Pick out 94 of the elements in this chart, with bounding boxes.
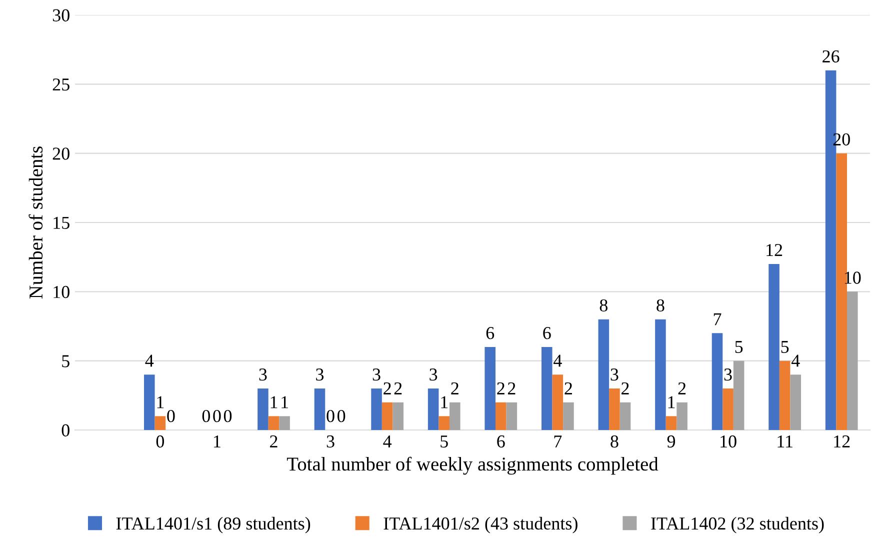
bar [655,319,666,430]
data-label: 7 [714,313,722,326]
x-tick-label: 10 [720,435,736,448]
bar [733,360,744,430]
data-label: 1 [441,396,448,408]
bar [506,402,518,430]
bar [144,374,155,430]
y-tick-label: 10 [54,286,70,298]
x-tick-label: 12 [834,435,850,448]
data-label: 2 [384,382,391,394]
bar [676,402,688,430]
data-label: 2 [451,382,458,394]
data-label: 8 [600,299,608,312]
data-label: 3 [610,368,618,381]
bar [154,416,166,430]
bar [563,402,574,430]
bar [712,333,723,430]
bar [847,292,858,430]
data-label: 1 [282,396,288,408]
data-label: 0 [213,410,221,422]
data-label: 2 [394,382,402,394]
data-label: 4 [145,354,154,367]
data-label: 26 [822,50,840,62]
x-tick-label: 6 [497,435,505,448]
bar [768,264,780,430]
x-tick-label: 3 [326,435,334,448]
data-label: 2 [678,382,686,394]
bar [552,374,564,430]
data-label: 3 [430,368,438,381]
data-label: 5 [781,341,789,353]
bar [496,402,506,430]
bar [268,416,280,430]
data-label: 0 [224,410,232,422]
bar [484,347,496,430]
data-label: 3 [316,368,324,381]
bar [258,388,268,430]
data-label: 4 [791,354,800,367]
legend-label: ITAL1401/s2 (43 students) [384,516,578,534]
data-label: 6 [486,327,494,340]
data-label: 2 [564,382,572,394]
x-axis-title: Total number of weekly assignments completed [286,456,658,475]
x-tick-label: 1 [214,435,220,448]
bar [598,319,610,430]
bar [314,388,326,430]
x-tick-label: 8 [610,435,618,448]
legend-label: ITAL1401/s1 (89 students) [116,516,310,534]
data-label: 2 [622,382,629,394]
y-tick-label: 30 [52,9,70,22]
x-tick-label: 5 [440,436,448,448]
bar [428,388,439,430]
data-label: 0 [338,410,346,422]
bar [836,153,847,430]
bar [541,347,552,430]
bar [620,402,631,430]
bar [438,416,450,430]
x-tick-label: 7 [554,436,562,448]
data-label: 3 [259,368,267,381]
y-tick-label: 20 [52,148,70,160]
data-label: 12 [766,244,782,256]
bar [666,416,677,430]
x-tick-label: 4 [383,436,392,448]
x-tick-label: 0 [156,435,164,448]
data-label: 1 [157,396,164,408]
x-tick-label: 2 [270,435,278,448]
data-label: 2 [497,382,504,394]
data-label: 6 [543,327,551,340]
data-label: 3 [372,368,380,381]
data-label: 0 [167,410,175,422]
y-tick-label: 25 [52,78,70,91]
y-tick-label: 0 [62,424,70,436]
data-label: 3 [724,368,732,381]
bar [382,402,393,430]
data-label: 0 [202,410,210,422]
data-label: 4 [554,354,562,367]
y-tick-label: 5 [62,355,70,368]
bar [722,388,734,430]
data-label: 2 [508,382,516,394]
bar [450,402,460,430]
data-label: 0 [326,410,334,422]
legend-label: ITAL1402 (32 students) [651,516,824,534]
y-axis-title: Number of students [28,146,43,299]
bar [392,402,404,430]
x-tick-label: 9 [667,435,676,448]
data-label: 1 [668,396,675,408]
data-label: 5 [735,341,743,353]
data-label: 8 [656,299,664,312]
bar [371,388,382,430]
data-label: 1 [270,396,278,408]
bar [790,374,802,430]
x-tick-label: 11 [778,435,792,448]
bar [779,360,790,430]
bar [609,388,620,430]
bar [279,416,290,430]
y-tick-label: 15 [54,216,70,229]
